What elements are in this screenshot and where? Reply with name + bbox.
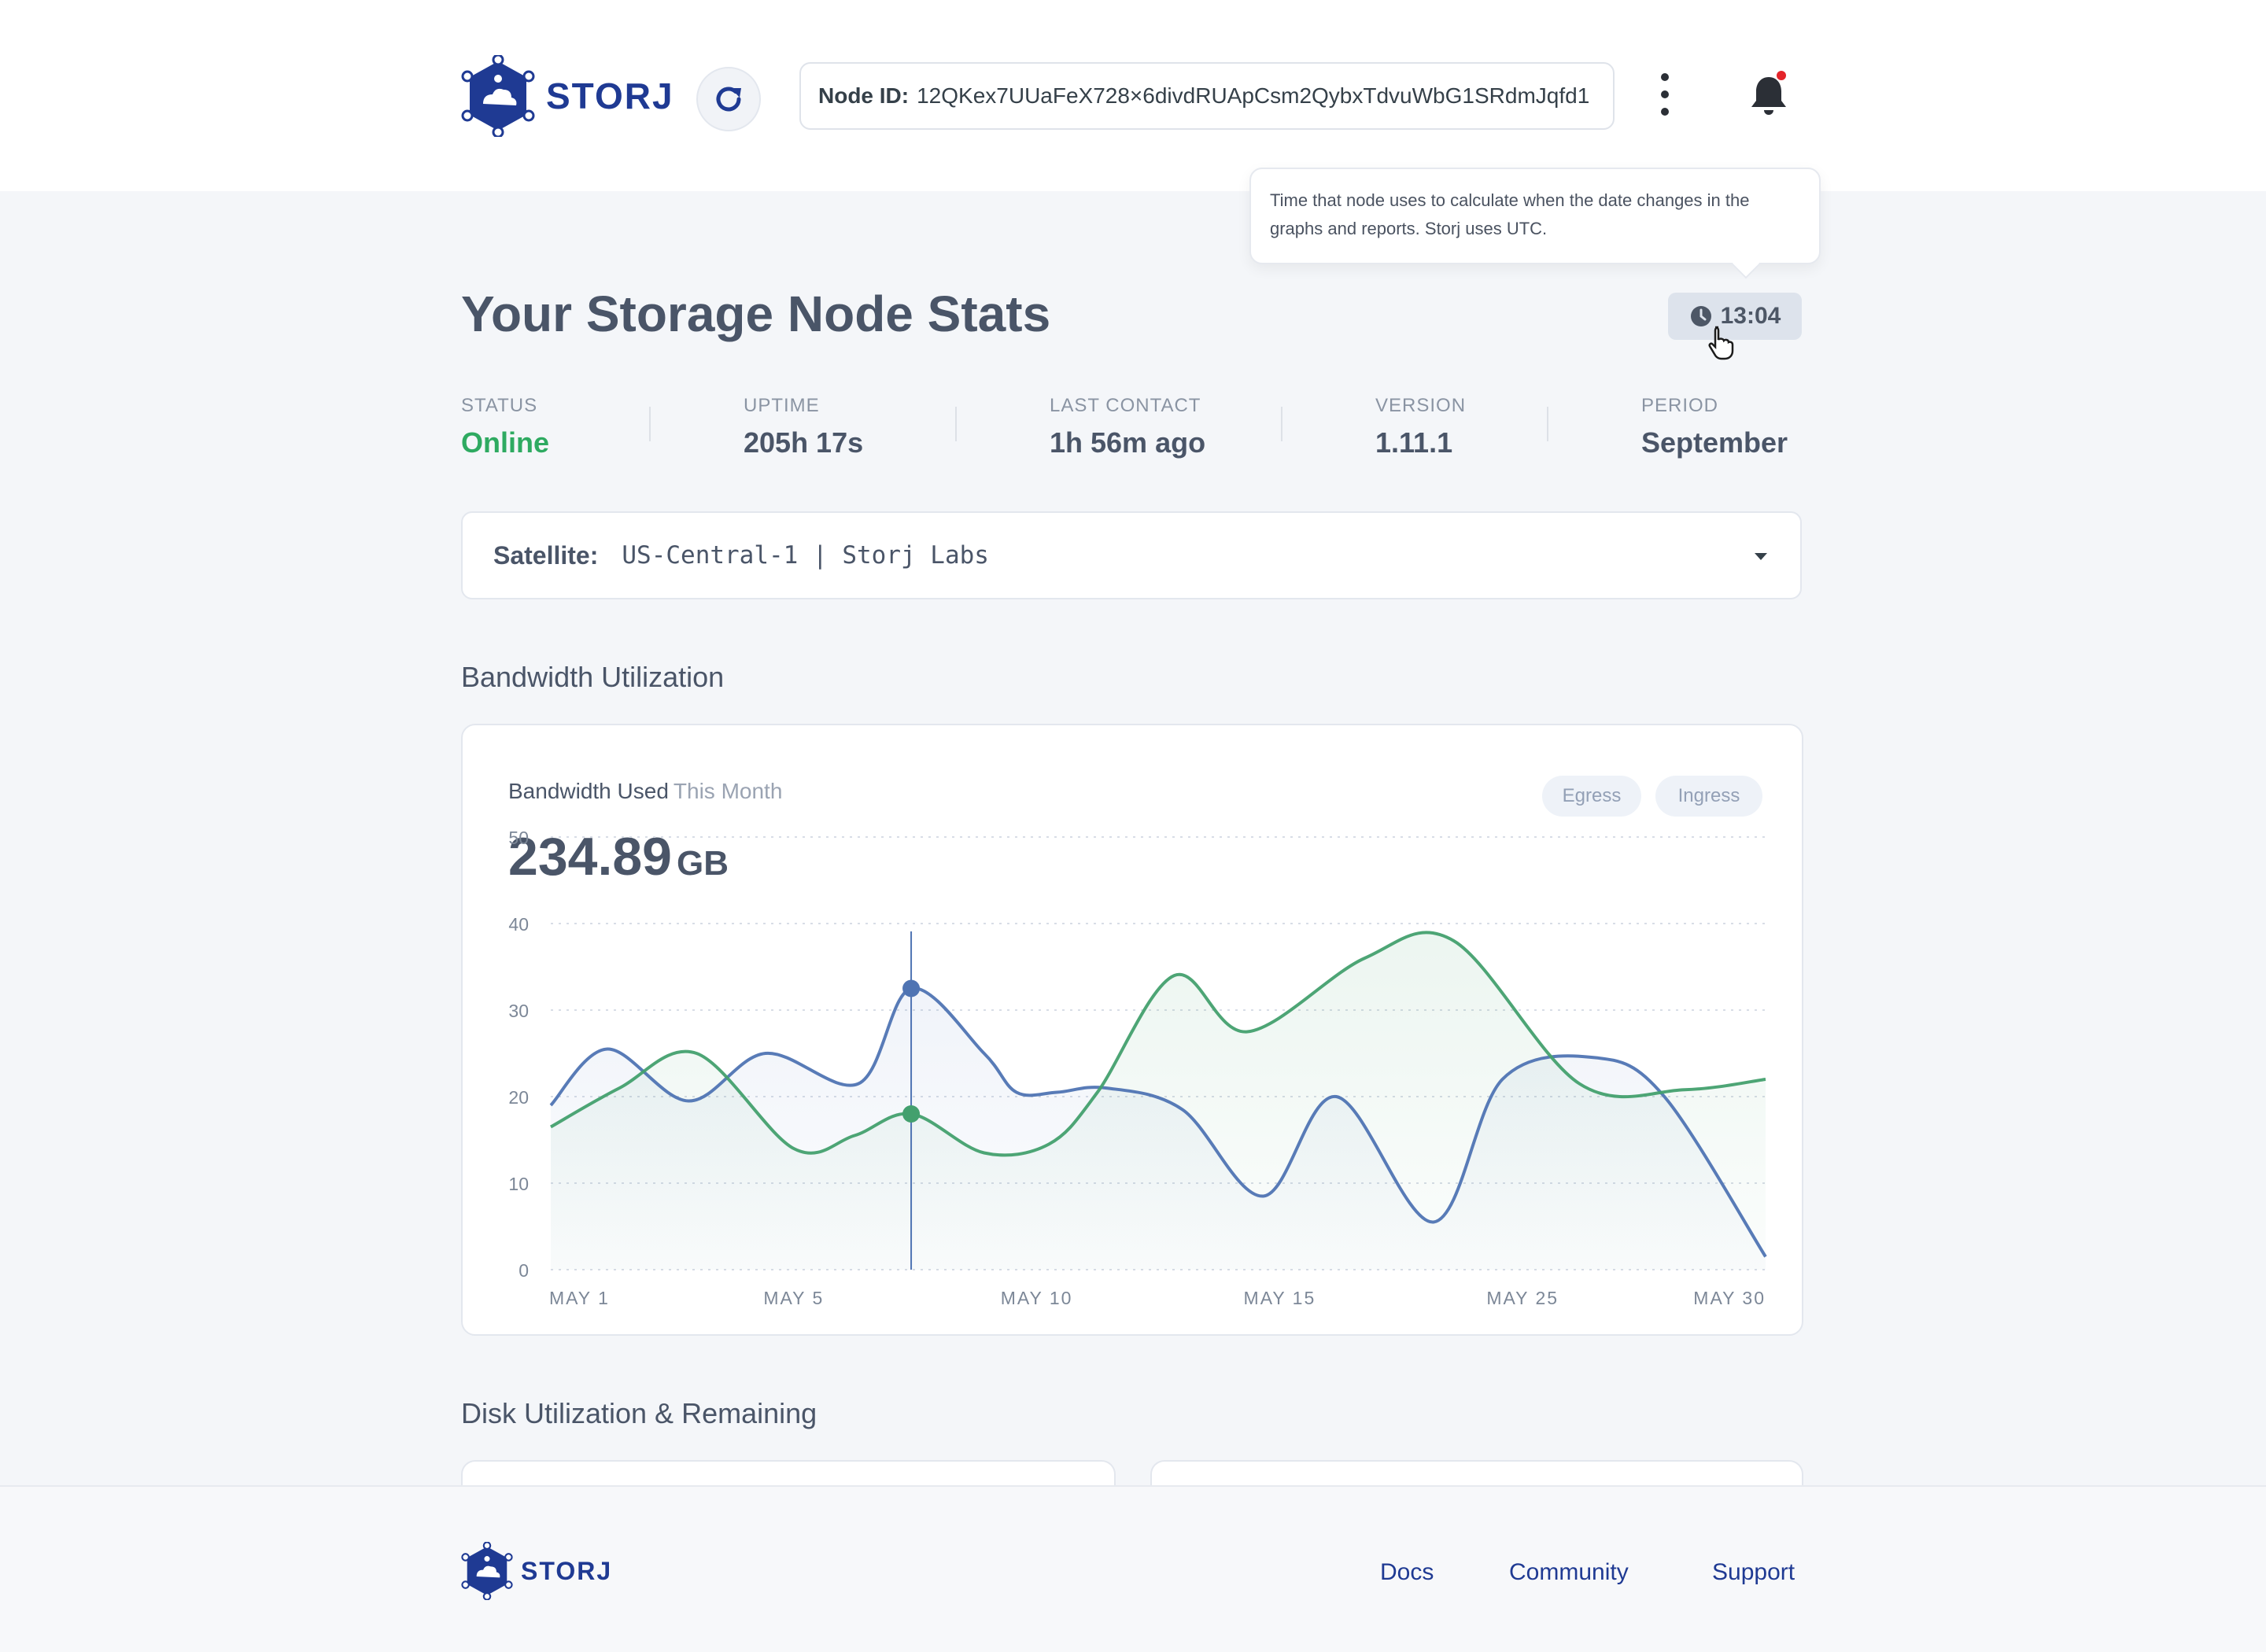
bandwidth-card: Bandwidth Used This Month 234.89 GB Egress… — [461, 724, 1803, 1336]
stat-period-value: September — [1641, 426, 1788, 459]
stat-uptime-value: 205h 17s — [744, 426, 864, 459]
stat-version-value: 1.11.1 — [1375, 426, 1453, 459]
bandwidth-section-title: Bandwidth Utilization — [461, 661, 725, 693]
y-tick-label: 50 — [508, 828, 529, 848]
x-tick-label: MAY 15 — [1244, 1288, 1316, 1308]
stat-version-label: VERSION — [1375, 395, 1467, 416]
y-tick-label: 10 — [508, 1174, 529, 1194]
disk-section-title: Disk Utilization & Remaining — [461, 1397, 817, 1429]
y-tick-label: 30 — [508, 1001, 529, 1021]
x-tick-label: MAY 10 — [1001, 1288, 1073, 1308]
bandwidth-total-value: 234.89 — [508, 827, 672, 887]
node-id-field[interactable]: Node ID: 12QKex7UUaFeX728×6divdRUApCsm2Q… — [799, 62, 1615, 130]
time-chip[interactable]: 13:04 — [1668, 293, 1802, 340]
stat-uptime: UPTIME 205h 17s — [744, 395, 863, 459]
refresh-icon — [716, 87, 741, 112]
storj-logo-icon — [461, 1542, 513, 1600]
stat-last-contact-value: 1h 56m ago — [1050, 426, 1206, 459]
refresh-button[interactable] — [696, 67, 761, 131]
pointer-cursor-icon — [1708, 326, 1734, 360]
stat-period-label: PERIOD — [1641, 395, 1719, 416]
bandwidth-card-label: Bandwidth Used This Month — [508, 779, 782, 804]
clock-icon — [1690, 306, 1711, 326]
notification-bell-icon[interactable] — [1747, 69, 1791, 120]
footer: STORJ Docs Community Support — [0, 1485, 2266, 1652]
page-title: Your Storage Node Stats — [461, 286, 1051, 342]
series-line — [549, 986, 1767, 1258]
satellite-label: Satellite: — [493, 540, 599, 570]
x-tick-label: MAY 30 — [1693, 1288, 1766, 1308]
bandwidth-total-unit: GB — [676, 844, 729, 883]
bandwidth-chart[interactable]: 0 10 20 30 40 50 MAY 1 MAY 5 MAY 10 MAY 15 MAY 25 M… — [463, 725, 1805, 1337]
stat-version: VERSION 1.11.1 — [1375, 395, 1466, 459]
more-options-icon[interactable] — [1652, 71, 1677, 118]
node-id-value: 12QKex7UUaFeX728×6divdRUApCsm2QybxTdvuWb… — [917, 83, 1590, 108]
stat-last-contact-label: LAST CONTACT — [1050, 395, 1201, 416]
stat-uptime-label: UPTIME — [744, 395, 820, 416]
footer-logo-text: STORJ — [521, 1556, 613, 1585]
storj-logo[interactable]: STORJ — [461, 55, 674, 137]
stat-last-contact: LAST CONTACT 1h 56m ago — [1050, 395, 1205, 459]
stat-status-label: STATUS — [461, 395, 538, 416]
y-tick-label: 20 — [508, 1087, 529, 1108]
storj-logo-icon — [461, 55, 535, 137]
x-tick-label: MAY 1 — [549, 1288, 610, 1308]
stat-status-value: Online — [461, 426, 550, 459]
series-area — [551, 932, 1766, 1270]
satellite-select[interactable]: Satellite: US-Central-1 | Storj Labs — [461, 511, 1802, 599]
satellite-value: US-Central-1 | Storj Labs — [622, 541, 989, 570]
stat-period: PERIOD September — [1641, 395, 1788, 459]
chevron-down-icon — [1755, 553, 1767, 560]
footer-storj-logo[interactable]: STORJ — [461, 1542, 612, 1600]
stat-divider — [1281, 407, 1282, 441]
time-value: 13:04 — [1720, 303, 1781, 329]
stat-divider — [955, 407, 957, 441]
series-line — [550, 931, 1766, 1157]
egress-legend-toggle[interactable]: Egress — [1542, 776, 1641, 817]
y-tick-label: 40 — [508, 914, 529, 935]
hover-point — [902, 979, 921, 997]
y-tick-label: 0 — [519, 1260, 529, 1281]
tooltip-text: Time that node uses to calculate when th… — [1270, 190, 1750, 238]
top-header: STORJ Node ID: 12QKex7UUaFeX728×6divdRUA… — [0, 0, 2266, 191]
stat-divider — [649, 407, 651, 441]
bandwidth-period-label: This Month — [673, 779, 783, 803]
x-tick-label: MAY 25 — [1486, 1288, 1559, 1308]
utc-time-tooltip: Time that node uses to calculate when th… — [1249, 168, 1821, 264]
hover-point — [902, 1105, 921, 1123]
bandwidth-total: 234.89 GB — [508, 826, 729, 887]
ingress-legend-toggle[interactable]: Ingress — [1655, 776, 1762, 817]
footer-link-community[interactable]: Community — [1509, 1559, 1629, 1585]
bandwidth-used-label: Bandwidth Used — [508, 779, 669, 803]
footer-link-docs[interactable]: Docs — [1380, 1559, 1434, 1585]
node-id-label: Node ID: — [818, 83, 910, 108]
stat-divider — [1547, 407, 1548, 441]
storj-logo-text: STORJ — [546, 76, 674, 116]
footer-link-support[interactable]: Support — [1712, 1559, 1795, 1585]
x-tick-label: MAY 5 — [763, 1288, 824, 1308]
stat-status: STATUS Online — [461, 395, 549, 459]
